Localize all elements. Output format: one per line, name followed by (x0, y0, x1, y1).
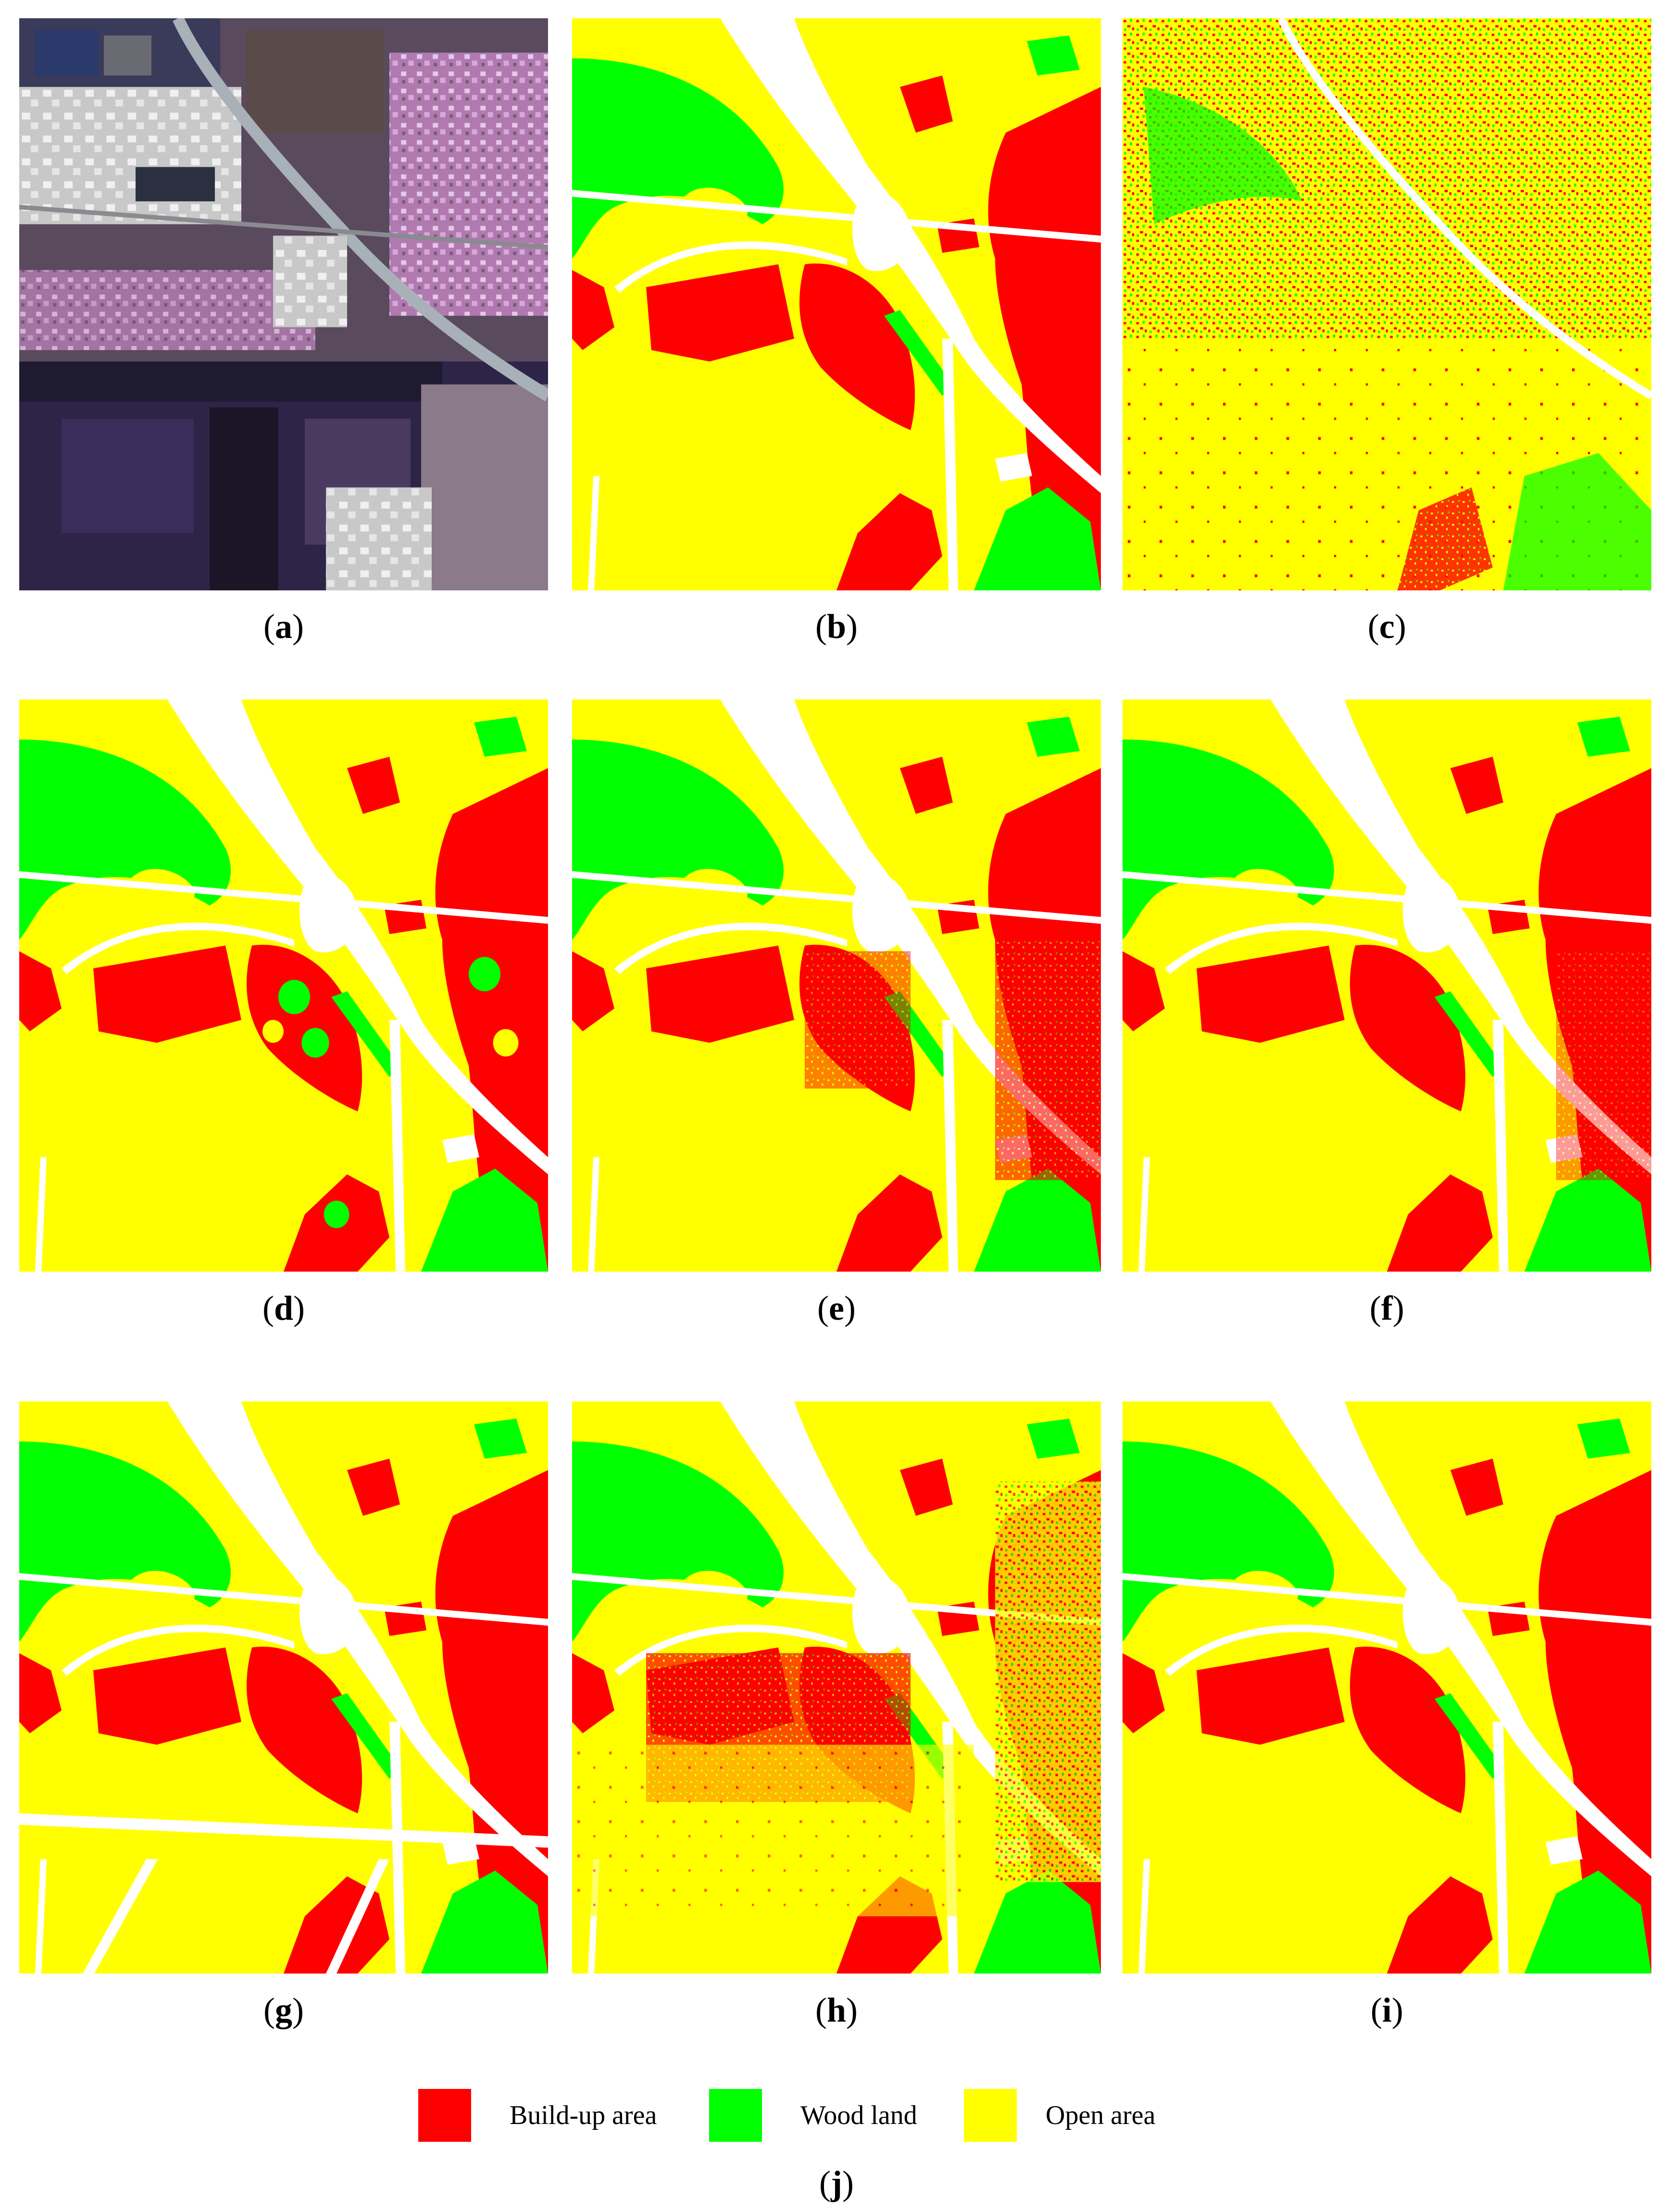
caption-d: (d) (262, 1289, 305, 1327)
legend-label-wood: Wood land (800, 2100, 917, 2130)
legend-label-build-up: Build-up area (510, 2100, 657, 2130)
panel-c-map (1123, 18, 1651, 590)
panel-a-image (19, 18, 548, 590)
panel-b-map (572, 18, 1101, 590)
caption-e: (e) (817, 1289, 856, 1327)
panel-g-map (19, 1401, 548, 1974)
caption-i: (i) (1371, 1991, 1403, 2029)
caption-b: (b) (815, 607, 858, 646)
caption-f: (f) (1370, 1289, 1404, 1327)
legend-swatch-build-up (418, 2089, 471, 2142)
caption-c: (c) (1368, 607, 1406, 646)
panel-d-map (19, 700, 548, 1272)
legend-swatch-wood (709, 2089, 762, 2142)
panel-f-map (1123, 700, 1651, 1272)
caption-a: (a) (263, 607, 304, 646)
caption-g: (g) (263, 1991, 304, 2029)
caption-j: (j) (819, 2164, 854, 2202)
panel-i-map (1123, 1401, 1651, 1974)
caption-h: (h) (815, 1991, 858, 2029)
legend-swatch-open (964, 2089, 1017, 2142)
panel-e-map (572, 700, 1101, 1272)
legend-label-open: Open area (1046, 2100, 1156, 2130)
panel-h-map (572, 1401, 1101, 1974)
